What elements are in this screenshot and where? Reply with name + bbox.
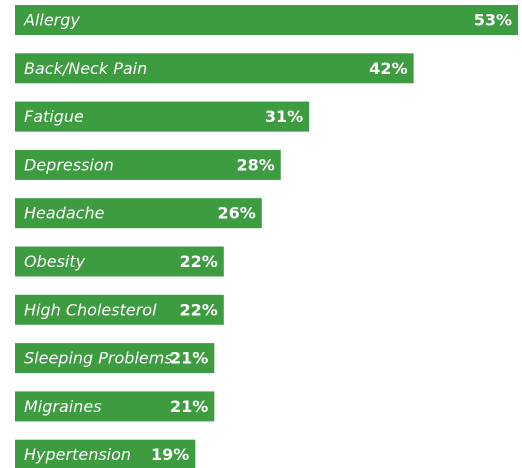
value-label: 22% xyxy=(179,300,217,319)
category-label: Hypertension xyxy=(24,445,131,464)
category-label: Sleeping Problems xyxy=(24,349,173,368)
category-label: High Cholesterol xyxy=(24,300,157,319)
category-label: Fatigue xyxy=(24,107,84,126)
value-label: 21% xyxy=(170,397,208,416)
bar xyxy=(15,343,215,374)
category-label: Headache xyxy=(24,204,105,223)
value-label: 26% xyxy=(217,204,255,223)
value-label: 22% xyxy=(179,252,217,271)
bar xyxy=(15,5,518,35)
bar xyxy=(15,294,224,325)
bar xyxy=(15,149,281,180)
bar xyxy=(15,246,224,277)
bar xyxy=(15,198,262,229)
category-label: Allergy xyxy=(23,11,80,30)
category-label: Obesity xyxy=(24,252,86,271)
value-label: 21% xyxy=(170,349,208,368)
category-label: Migraines xyxy=(24,397,102,416)
value-label: 42% xyxy=(369,59,407,78)
bar xyxy=(15,101,310,132)
value-label: 28% xyxy=(236,155,274,174)
bar xyxy=(15,439,196,468)
category-label: Back/Neck Pain xyxy=(24,59,147,78)
bar xyxy=(15,53,414,84)
value-label: 31% xyxy=(265,107,303,126)
value-label: 53% xyxy=(474,11,512,30)
bar xyxy=(15,391,215,422)
value-label: 19% xyxy=(151,445,189,464)
category-label: Depression xyxy=(24,155,114,174)
